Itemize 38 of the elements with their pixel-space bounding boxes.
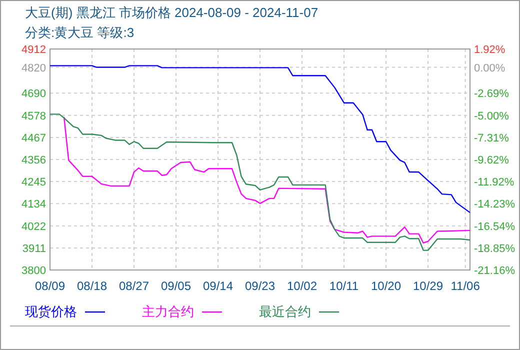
chart-title: 大豆(期) 黑龙江 市场价格 2024-08-09 - 2024-11-07 xyxy=(25,5,318,20)
y2-tick-label: -7.31% xyxy=(474,132,510,144)
y-tick-label: 4245 xyxy=(22,176,46,189)
x-tick-label: 08/18 xyxy=(76,279,108,293)
y2-tick-label: -5.00% xyxy=(474,110,510,122)
y2-tick-label: -9.62% xyxy=(474,154,510,166)
legend-label: 现货价格 xyxy=(25,304,77,319)
y-tick-label: 4578 xyxy=(22,110,46,122)
y-tick-label: 4022 xyxy=(22,220,46,233)
y2-tick-label: 1.92% xyxy=(474,44,506,56)
y-tick-label: 3911 xyxy=(22,242,46,255)
x-tick-label: 08/09 xyxy=(34,279,66,293)
x-tick-label: 09/23 xyxy=(244,279,276,293)
y-tick-label: 4356 xyxy=(22,154,46,166)
y2-tick-label: -18.85% xyxy=(474,242,516,255)
y2-tick-label: -14.23% xyxy=(474,198,516,211)
y-tick-label: 4134 xyxy=(22,198,46,211)
y2-tick-label: -21.16% xyxy=(474,265,516,277)
x-tick-label: 10/02 xyxy=(286,279,318,293)
y-tick-label: 3800 xyxy=(22,265,46,277)
chart-subtitle: 分类:黄大豆 等级:3 xyxy=(25,25,134,40)
x-tick-label: 11/06 xyxy=(450,279,480,293)
y2-tick-label: 0.00% xyxy=(474,62,506,74)
legend-label: 最近合约 xyxy=(259,304,311,319)
x-tick-label: 10/11 xyxy=(329,279,359,293)
x-tick-label: 08/27 xyxy=(118,279,150,293)
y2-tick-label: -2.69% xyxy=(474,88,510,100)
legend-label: 主力合约 xyxy=(142,304,194,319)
y-tick-label: 4820 xyxy=(22,62,46,74)
y-tick-label: 4690 xyxy=(22,88,46,100)
y2-tick-label: -16.54% xyxy=(474,220,516,233)
x-tick-label: 10/29 xyxy=(412,279,444,293)
x-tick-label: 10/20 xyxy=(370,279,402,293)
y-tick-label: 4467 xyxy=(22,132,46,144)
x-tick-label: 09/05 xyxy=(160,279,192,293)
y-tick-label: 4912 xyxy=(22,44,46,56)
y2-tick-label: -11.92% xyxy=(474,176,514,189)
x-tick-label: 09/14 xyxy=(202,279,234,293)
